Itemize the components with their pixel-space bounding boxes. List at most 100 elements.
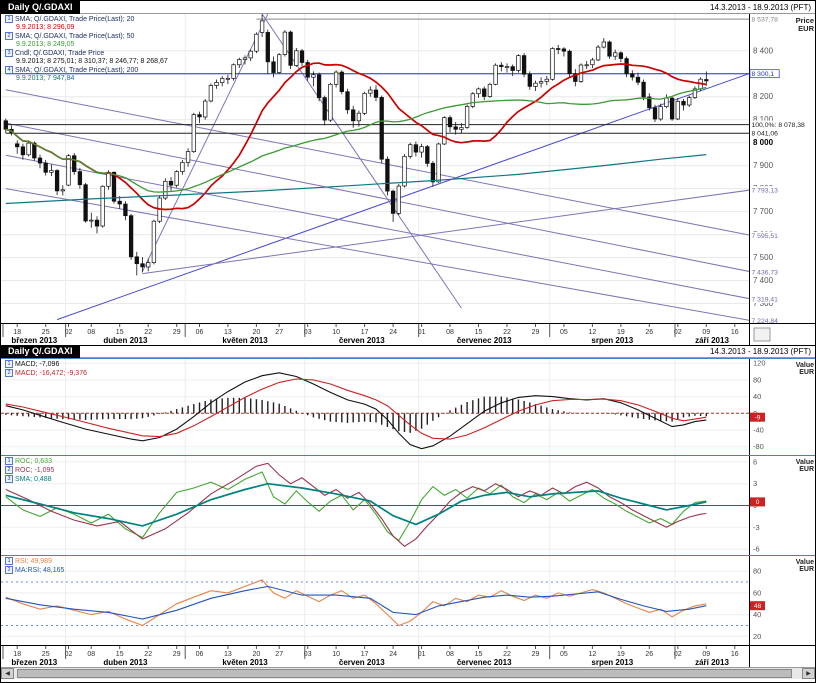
horizontal-scrollbar[interactable]: ◀ ▶ xyxy=(1,667,815,679)
svg-text:29: 29 xyxy=(532,329,540,336)
macd-panel[interactable]: 1 MACD; -7,096 2 MACD; -16,472; -9,376 V… xyxy=(1,358,815,455)
svg-text:18: 18 xyxy=(13,329,21,336)
rsi-line xyxy=(5,579,707,627)
svg-text:01: 01 xyxy=(418,329,426,336)
svg-text:22: 22 xyxy=(144,651,152,658)
svg-text:10: 10 xyxy=(332,329,340,336)
roc-sma-line xyxy=(5,482,707,527)
current-value-badge xyxy=(750,601,765,611)
svg-text:16: 16 xyxy=(731,329,739,336)
svg-text:březen 2013: březen 2013 xyxy=(11,336,57,345)
scrollbar-thumb[interactable] xyxy=(17,669,792,678)
svg-text:EUR: EUR xyxy=(799,369,814,376)
price-chart-panel[interactable]: 1 SMA; Q/.GDAXI, Trade Price(Last); 20 9… xyxy=(1,14,815,323)
svg-text:08: 08 xyxy=(446,651,454,658)
rsi-panel[interactable]: 1 RSI; 49,989 2 MA:RSI; 48,165 Value EUR 8… xyxy=(1,555,815,645)
svg-text:EUR: EUR xyxy=(799,566,814,573)
svg-text:7 793,13: 7 793,13 xyxy=(752,188,779,195)
scroll-left-button[interactable]: ◀ xyxy=(1,668,14,679)
svg-text:červen 2013: červen 2013 xyxy=(339,658,385,667)
roc-panel[interactable]: 1 ROC; 0,633 2 ROC; -1,095 3 SMA; 0,488 … xyxy=(1,455,815,555)
svg-text:26: 26 xyxy=(645,329,653,336)
svg-text:08: 08 xyxy=(87,651,95,658)
current-value-badge xyxy=(750,497,765,507)
svg-text:7 700: 7 700 xyxy=(753,207,774,216)
svg-text:20: 20 xyxy=(753,632,761,641)
roc-line-1 xyxy=(5,471,707,542)
overlay-sma50 xyxy=(5,86,707,193)
macd-signal-line xyxy=(5,378,707,440)
svg-text:29: 29 xyxy=(173,329,181,336)
svg-text:8 400: 8 400 xyxy=(753,46,774,55)
svg-text:19: 19 xyxy=(617,329,625,336)
svg-text:7 300: 7 300 xyxy=(753,299,774,308)
trendlines xyxy=(5,14,749,321)
svg-text:03: 03 xyxy=(304,329,312,336)
svg-text:8 300,1: 8 300,1 xyxy=(752,71,775,78)
scrollbar-track[interactable] xyxy=(14,668,802,679)
svg-text:7 224,84: 7 224,84 xyxy=(752,318,779,323)
svg-text:7 400: 7 400 xyxy=(753,276,774,285)
svg-text:EUR: EUR xyxy=(798,24,814,33)
svg-text:duben 2013: duben 2013 xyxy=(103,336,148,345)
svg-text:25: 25 xyxy=(42,651,50,658)
date-axis-bottom: 18 25 02 08 15 22 29 06 13 20 27 03 10 17 24 01 08 15 22 29… xyxy=(1,645,815,667)
svg-text:09: 09 xyxy=(702,651,710,658)
svg-text:7 436,73: 7 436,73 xyxy=(752,269,779,276)
svg-text:80: 80 xyxy=(753,375,761,384)
svg-text:24: 24 xyxy=(389,651,397,658)
svg-text:60: 60 xyxy=(753,588,761,597)
svg-text:03: 03 xyxy=(304,651,312,658)
svg-text:7 500: 7 500 xyxy=(753,253,774,262)
svg-text:40: 40 xyxy=(753,392,761,401)
svg-text:80: 80 xyxy=(753,567,761,576)
svg-text:22: 22 xyxy=(503,651,511,658)
current-value-badge xyxy=(750,412,765,422)
date-axis-top: 18 25 02 08 15 22 29 06 13 20 27 03 10 17 24 01 08 15 22 29… xyxy=(1,323,815,345)
svg-text:-80: -80 xyxy=(753,442,764,451)
svg-text:02: 02 xyxy=(65,651,73,658)
svg-text:25: 25 xyxy=(42,329,50,336)
roc-line-2 xyxy=(5,462,707,547)
svg-text:květen 2013: květen 2013 xyxy=(222,658,268,667)
scroll-right-button[interactable]: ▶ xyxy=(802,668,815,679)
svg-text:-40: -40 xyxy=(753,426,764,435)
svg-text:22: 22 xyxy=(144,329,152,336)
svg-text:15: 15 xyxy=(116,329,124,336)
svg-text:září 2013: září 2013 xyxy=(695,658,729,667)
svg-text:Price: Price xyxy=(796,16,814,25)
svg-text:6: 6 xyxy=(753,457,757,466)
svg-text:7 595,51: 7 595,51 xyxy=(752,233,779,240)
left-arrow-icon: ◀ xyxy=(5,671,10,677)
right-arrow-icon: ▶ xyxy=(806,671,811,677)
svg-text:05: 05 xyxy=(560,651,568,658)
svg-text:8 200: 8 200 xyxy=(753,92,774,101)
svg-text:08: 08 xyxy=(87,329,95,336)
titlebar-indicators: Daily Q/.GDAXI 14.3.2013 - 18.9.2013 (PF… xyxy=(1,345,815,358)
svg-text:7 319,41: 7 319,41 xyxy=(752,296,779,303)
svg-text:29: 29 xyxy=(532,651,540,658)
svg-text:40: 40 xyxy=(753,610,761,619)
svg-text:24: 24 xyxy=(389,329,397,336)
svg-text:01: 01 xyxy=(418,651,426,658)
chart-title: Daily Q/.GDAXI xyxy=(1,1,80,14)
svg-text:12: 12 xyxy=(589,651,597,658)
svg-text:-9: -9 xyxy=(755,415,761,422)
svg-text:červenec 2013: červenec 2013 xyxy=(457,658,512,667)
svg-text:06: 06 xyxy=(196,329,204,336)
svg-text:13: 13 xyxy=(224,329,232,336)
svg-text:Value: Value xyxy=(796,559,814,566)
svg-text:29: 29 xyxy=(173,651,181,658)
svg-text:02: 02 xyxy=(674,329,682,336)
svg-text:0: 0 xyxy=(756,499,760,506)
svg-text:-6: -6 xyxy=(753,545,760,554)
svg-text:19: 19 xyxy=(617,651,625,658)
chart-title-2: Daily Q/.GDAXI xyxy=(1,345,80,358)
svg-text:Value: Value xyxy=(796,362,814,369)
svg-text:22: 22 xyxy=(503,329,511,336)
svg-text:květen 2013: květen 2013 xyxy=(222,336,268,345)
svg-text:26: 26 xyxy=(645,651,653,658)
ma-rsi-line xyxy=(5,585,707,620)
